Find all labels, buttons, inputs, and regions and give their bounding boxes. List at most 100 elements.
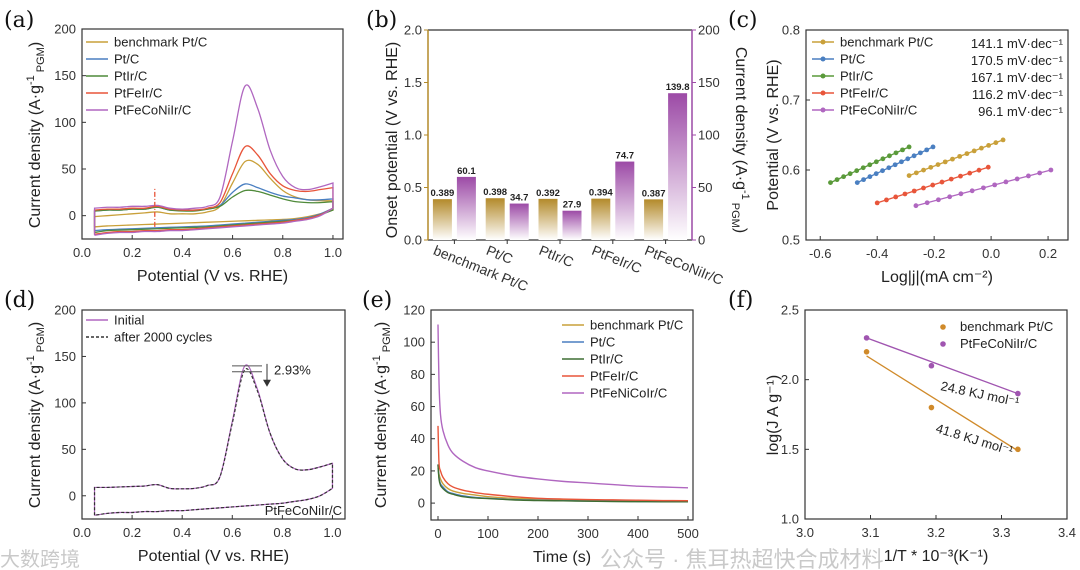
data-point (981, 185, 986, 191)
data-point (887, 153, 892, 159)
legend-marker (820, 107, 826, 113)
arrhenius-fit-line (866, 337, 1019, 395)
panel-label-f: (f) (728, 288, 753, 313)
y-tick-label: 1.0 (781, 512, 799, 527)
current-bar (509, 203, 529, 240)
watermark-wechat: 公众号 · 焦耳热超快合成材料 (600, 547, 884, 570)
onset-bar (644, 199, 664, 240)
y-axis-title: Potential (V vs. RHE) (765, 59, 782, 210)
data-point (900, 147, 905, 153)
x-tick-label: 3.4 (1058, 525, 1076, 540)
data-point (971, 148, 977, 154)
x-axis-title: Log|j|(mA cm⁻²) (881, 269, 993, 286)
y-tick-label-right: 50 (698, 180, 712, 195)
chart-panel-c: -0.6 -0.4 -0.2 0.0 0.2 0.5 0.6 0.7 0.8 Log|j|(mA … (765, 23, 1069, 286)
chart-panel-d: 0.0 0.2 0.4 0.6 0.8 1.0 0 50 100 150 200 Potential … (25, 303, 346, 565)
data-point (964, 151, 970, 157)
x-tick-label: 100 (477, 526, 499, 541)
x-tick-label: 1.0 (323, 525, 341, 540)
chart-panel-f: 3.0 3.1 3.2 3.3 3.4 1.0 1.5 2.0 2.5 1/T * 10⁻³(K⁻… (765, 303, 1076, 566)
panel-label-a: (a) (4, 8, 34, 33)
data-point (863, 335, 870, 341)
legend-label: PtFeNiCoIr/C (590, 386, 667, 401)
x-tick-label: 3.0 (796, 525, 814, 540)
data-point (874, 200, 880, 206)
y-axis-title-part: Current density (A·g (373, 365, 390, 508)
data-point (906, 144, 912, 150)
bar-value-label: 139.8 (666, 82, 690, 93)
x-tick-label: 3.1 (861, 525, 879, 540)
legend-label: benchmark Pt/C (960, 319, 1053, 334)
data-point (906, 173, 912, 179)
data-point (935, 162, 941, 168)
data-point (936, 197, 941, 203)
sample-label: PtFeCoNiIr/C (265, 503, 342, 518)
data-point (1000, 137, 1006, 143)
data-point (958, 173, 963, 179)
data-point (1048, 167, 1054, 173)
y-axis-title-part: -1 (25, 355, 37, 365)
y-tick-label-right: 100 (698, 128, 720, 143)
chart-panel-e: 0 100 200 300 400 500 0 20 40 60 80 100 120 Time (s) C… (371, 303, 699, 567)
data-point (967, 170, 973, 176)
legend-label: PtFeCoNiIr/C (960, 336, 1037, 351)
y-axis-title-part: -1 (739, 190, 751, 200)
y-axis-title-part: ) (373, 322, 390, 327)
category-label: benchmark Pt/C (431, 242, 530, 294)
data-point (921, 167, 926, 173)
data-point (969, 188, 975, 194)
y-tick-label-left: 0.0 (404, 233, 422, 248)
y-tick-label: 20 (411, 463, 425, 478)
bar-value-label: 0.398 (483, 187, 507, 198)
y-tick-label: 2.0 (781, 372, 799, 387)
legend-label: PtIr/C (840, 69, 873, 84)
y-tick-label-right: 200 (698, 23, 720, 38)
x-tick-label: -0.2 (923, 246, 945, 261)
x-tick-label: 1.0 (324, 245, 342, 260)
data-point (899, 159, 904, 165)
plot-frame (81, 309, 346, 520)
data-point (978, 145, 984, 151)
y-tick-label: 0.6 (782, 163, 800, 178)
y-tick-label-right: 150 (698, 75, 720, 90)
x-tick-label: 0.8 (274, 245, 292, 260)
cv-curve (93, 364, 334, 516)
data-point (905, 156, 911, 162)
x-tick-label: 3.2 (927, 525, 945, 540)
y-axis-title-part: ) (732, 228, 749, 233)
y-axis-title-part: PGM (729, 203, 741, 228)
chronoamperometry-curve (437, 324, 689, 489)
data-point (841, 174, 846, 180)
y-axis-title-part: -1 (371, 355, 383, 365)
plot-frame (81, 28, 344, 240)
data-point (911, 188, 917, 194)
data-point (947, 194, 953, 200)
data-point (939, 179, 945, 185)
data-point (950, 156, 955, 162)
y-tick-label: 60 (411, 399, 425, 414)
legend-label: benchmark Pt/C (590, 318, 683, 333)
legend-marker (940, 324, 946, 330)
onset-bar (591, 198, 611, 240)
chronoamperometry-curve (437, 467, 689, 503)
y-axis-title: log(J A g⁻¹) (765, 375, 782, 455)
y-axis-title: Current density (A·g-1 PGM) (729, 47, 751, 233)
legend-label: benchmark Pt/C (840, 35, 933, 50)
data-point (892, 162, 898, 168)
y-axis-title: Onset potential (V vs. RHE) (384, 42, 401, 239)
tafel-slope-label: 167.1 mV·dec⁻¹ (971, 70, 1064, 85)
y-tick-label-left: 0.5 (404, 180, 422, 195)
data-point (928, 164, 934, 170)
onset-bar (432, 199, 452, 240)
bar-value-label: 60.1 (457, 166, 476, 177)
legend-marker (820, 90, 826, 96)
data-point (1015, 390, 1021, 397)
data-point (986, 142, 992, 148)
chronoamperometry-curve (437, 464, 689, 503)
x-tick-label: 0.6 (224, 245, 242, 260)
tafel-slope-label: 116.2 mV·dec⁻¹ (972, 87, 1064, 102)
legend-label: benchmark Pt/C (114, 35, 207, 50)
data-point (957, 153, 963, 159)
x-tick-label: 3.3 (992, 525, 1010, 540)
x-tick-label: 400 (627, 526, 649, 541)
